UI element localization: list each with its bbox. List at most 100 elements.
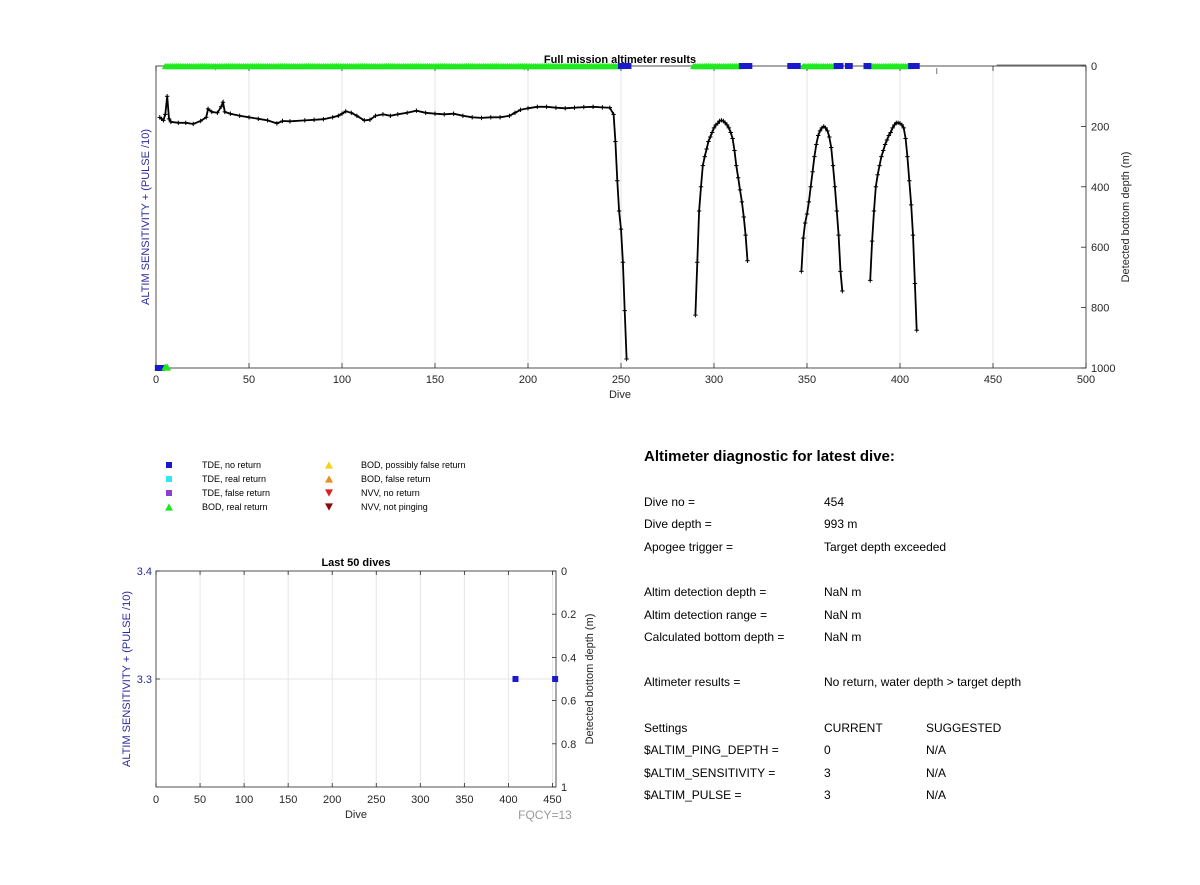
y-tick-label: 0.6 — [561, 696, 576, 708]
bottom-depth-point — [840, 288, 845, 294]
diag-label-altimeter-results: Altimeter results = — [644, 675, 740, 689]
legend-marker — [325, 503, 333, 511]
bottom-depth-point — [808, 184, 813, 189]
y-tick-label: 1000 — [1091, 363, 1115, 375]
setting-current-pulse: 3 — [824, 788, 831, 802]
bottom-depth-point — [618, 226, 624, 232]
bottom-depth-point — [168, 119, 174, 125]
bottom-depth-point — [616, 208, 622, 214]
bottom-depth-point — [737, 187, 743, 193]
bottom-depth-point — [362, 118, 367, 123]
full-mission-left-y-label: ALTIM SENSITIVITY + (PULSE /10) — [140, 129, 152, 305]
legend-label: NVV, no return — [361, 488, 420, 498]
bottom-depth-point — [615, 178, 620, 183]
x-tick-label: 0 — [153, 374, 159, 386]
bottom-depth-point — [321, 116, 326, 122]
diag-label-dive-no: Dive no = — [644, 495, 695, 509]
bottom-depth-point — [512, 110, 518, 116]
bottom-depth-point — [611, 112, 616, 117]
bottom-depth-point — [743, 232, 748, 238]
x-tick-label: 150 — [426, 374, 444, 386]
diag-label-detection-range: Altim detection range = — [644, 608, 767, 622]
bottom-depth-point — [354, 113, 360, 119]
bottom-depth-point — [220, 100, 226, 105]
bottom-depth-point — [830, 163, 836, 168]
bottom-depth-point — [161, 118, 166, 123]
bottom-depth-point — [881, 148, 886, 153]
bottom-depth-point — [302, 118, 307, 123]
bottom-depth-point — [739, 199, 745, 205]
bod-real-return-marker — [163, 363, 172, 371]
bottom-depth-point — [349, 110, 354, 116]
bottom-depth-point — [882, 142, 888, 147]
full-mission-right-y-label: Detected bottom depth (m) — [1120, 152, 1132, 283]
bottom-depth-point — [228, 111, 233, 116]
bottom-depth-point — [237, 113, 242, 119]
full-mission-x-label: Dive — [609, 389, 631, 401]
bottom-depth-point — [535, 104, 540, 109]
bottom-depth-point — [814, 142, 819, 147]
legend-label: TDE, no return — [202, 460, 261, 470]
x-tick-label: 100 — [235, 794, 253, 806]
bottom-depth-point — [693, 312, 698, 318]
bottom-depth-point — [901, 125, 906, 131]
x-tick-label: 500 — [1077, 374, 1095, 386]
bottom-depth-point — [620, 260, 626, 265]
bottom-depth-point — [479, 115, 484, 121]
bottom-depth-point — [884, 137, 890, 143]
diagnostic-panel: Altimeter diagnostic for latest dive: Di… — [644, 448, 1021, 802]
bottom-depth-point — [734, 163, 739, 168]
bottom-depth-point — [806, 199, 812, 205]
x-tick-label: 400 — [499, 794, 517, 806]
bottom-depth-point — [198, 118, 203, 124]
setting-current-ping-depth: 0 — [824, 743, 831, 757]
tde-no-return-marker — [913, 63, 920, 69]
last-50-left-y-label: ALTIM SENSITIVITY + (PULSE /10) — [121, 591, 133, 767]
bottom-depth-point — [209, 109, 214, 115]
bottom-depth-point — [497, 115, 503, 120]
bottom-depth-point — [176, 120, 181, 125]
bottom-depth-point — [414, 108, 419, 113]
bottom-depth-point — [460, 113, 466, 119]
bottom-depth-point — [507, 113, 512, 119]
bottom-depth-point — [730, 136, 735, 141]
x-tick-label: 200 — [519, 374, 537, 386]
last-50-right-y-ticks: 0 0.2 0.4 0.6 0.8 1 — [552, 566, 576, 794]
setting-suggested-pulse: N/A — [926, 788, 946, 802]
bottom-depth-point — [715, 121, 720, 126]
full-mission-chart: 0 50 100 150 200 250 300 350 400 450 500 0 200 400 60… — [140, 54, 1132, 401]
diag-label-bottom-depth: Calculated bottom depth = — [644, 630, 784, 644]
bottom-depth-point — [696, 208, 702, 214]
bottom-depth-point — [815, 133, 821, 138]
bottom-depth-point — [875, 172, 880, 177]
full-mission-markers — [154, 62, 1086, 371]
bottom-depth-point — [827, 134, 832, 140]
bottom-depth-point — [622, 308, 627, 313]
bottom-depth-point — [442, 112, 447, 117]
bottom-depth-point — [343, 109, 348, 114]
setting-suggested-sensitivity: N/A — [926, 766, 946, 780]
bottom-depth-point — [825, 128, 830, 134]
x-tick-label: 50 — [243, 374, 255, 386]
last-50-left-y-ticks: 3.3 3.4 — [137, 566, 160, 686]
y-tick-label: 0.8 — [561, 739, 576, 751]
last-50-markers — [512, 676, 559, 682]
bottom-depth-point — [488, 115, 493, 120]
bottom-depth-point — [735, 175, 741, 180]
tde-no-return-marker — [837, 63, 844, 69]
bottom-depth-point — [451, 111, 456, 116]
bottom-depth-point — [265, 118, 270, 123]
x-tick-label: 400 — [891, 374, 909, 386]
bottom-depth-point — [828, 145, 834, 150]
tde-no-return-marker — [746, 63, 753, 69]
diag-value-detection-depth: NaN m — [824, 585, 861, 599]
bottom-depth-point — [799, 269, 804, 274]
bottom-depth-point — [869, 238, 875, 244]
tde-no-return-marker — [865, 63, 872, 69]
bottom-depth-point — [704, 146, 709, 152]
bottom-depth-point — [834, 208, 839, 214]
bottom-depth-point — [274, 121, 280, 126]
last-50-x-label: Dive — [345, 809, 367, 821]
legend-marker — [166, 476, 172, 482]
